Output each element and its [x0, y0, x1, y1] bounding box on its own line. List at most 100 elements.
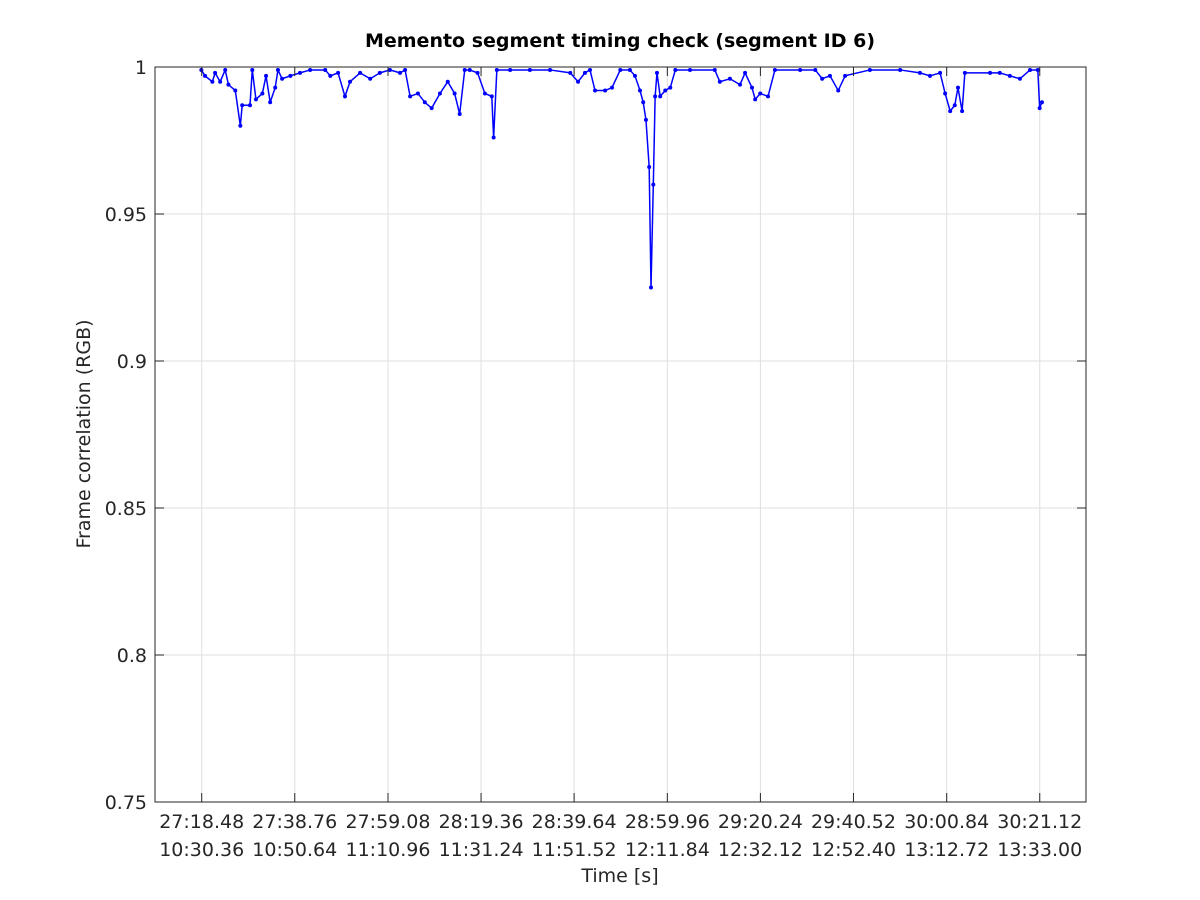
data-point	[336, 70, 341, 75]
data-point	[962, 70, 967, 75]
chart-title: Memento segment timing check (segment ID…	[365, 30, 875, 52]
x-tick-label: 27:18.48 10:30.36	[159, 811, 244, 861]
x-tick-label: 30:21.12 13:33.00	[997, 811, 1082, 861]
data-point	[717, 79, 722, 84]
data-point	[218, 79, 223, 84]
data-point	[1037, 106, 1042, 111]
data-point	[627, 67, 632, 72]
data-point	[475, 70, 480, 75]
data-point	[1017, 76, 1022, 81]
data-point	[927, 73, 932, 78]
data-point	[445, 79, 450, 84]
data-point	[649, 285, 654, 290]
plot-area	[155, 67, 1086, 802]
y-tick-label: 0.95	[105, 204, 147, 226]
data-point	[638, 88, 643, 93]
data-point	[688, 67, 693, 72]
x-tick-label-line: 30:21.12	[997, 811, 1082, 833]
data-point	[952, 103, 957, 108]
data-point	[758, 91, 763, 96]
axes-box	[154, 66, 1087, 803]
data-point	[658, 94, 663, 99]
data-point	[743, 70, 748, 75]
y-axis-label: Frame correlation (RGB)	[73, 319, 95, 548]
x-tick-label-line: 10:50.64	[252, 839, 337, 861]
data-point	[943, 91, 948, 96]
data-point	[377, 70, 382, 75]
data-point	[653, 94, 658, 99]
data-point	[273, 85, 278, 90]
x-tick-label: 28:39.64 11:51.52	[532, 811, 617, 861]
data-point	[867, 67, 872, 72]
data-point	[264, 73, 269, 78]
data-point	[203, 73, 208, 78]
data-point	[527, 67, 532, 72]
data-point	[288, 73, 293, 78]
x-tick-label: 30:00.84 13:12.72	[904, 811, 989, 861]
data-point	[568, 70, 573, 75]
data-point	[668, 85, 673, 90]
data-point	[647, 164, 652, 169]
data-point	[226, 82, 231, 87]
data-point	[398, 70, 403, 75]
data-point	[358, 70, 363, 75]
data-point	[593, 88, 598, 93]
y-tick-label: 0.75	[105, 792, 147, 814]
data-point	[654, 70, 659, 75]
data-point	[260, 91, 265, 96]
data-point	[494, 67, 499, 72]
data-point	[508, 67, 513, 72]
data-point	[240, 103, 245, 108]
data-point	[1028, 67, 1033, 72]
data-point	[651, 182, 656, 187]
data-point	[618, 67, 623, 72]
data-point	[587, 67, 592, 72]
data-point	[467, 67, 472, 72]
data-point	[603, 88, 608, 93]
data-point	[766, 94, 771, 99]
data-point	[482, 91, 487, 96]
data-point	[452, 91, 457, 96]
data-point	[1007, 73, 1012, 78]
data-point	[917, 70, 922, 75]
data-point	[1039, 100, 1044, 105]
x-tick-label: 28:19.36 11:31.24	[439, 811, 524, 861]
data-point	[610, 85, 615, 90]
data-point	[210, 79, 215, 84]
data-point	[988, 70, 993, 75]
data-point	[403, 67, 408, 72]
data-point	[308, 67, 313, 72]
data-point	[491, 135, 496, 140]
data-point	[238, 123, 243, 128]
data-point	[297, 70, 302, 75]
x-tick-label-line: 13:12.72	[904, 839, 989, 861]
data-point	[275, 67, 280, 72]
x-tick-label-line: 27:38.76	[252, 811, 337, 833]
data-point	[663, 88, 668, 93]
data-point	[712, 67, 717, 72]
data-point	[632, 73, 637, 78]
data-point	[408, 94, 413, 99]
data-point	[827, 73, 832, 78]
x-tick-label-line: 13:33.00	[997, 839, 1082, 861]
data-point	[938, 70, 943, 75]
data-point	[280, 76, 285, 81]
x-tick-label-line: 29:40.52	[811, 811, 896, 833]
x-tick-label-line: 11:10.96	[346, 839, 431, 861]
data-point	[247, 103, 252, 108]
y-tick-label: 0.85	[105, 498, 147, 520]
y-tick-label: 0.8	[117, 645, 147, 667]
data-point	[836, 88, 841, 93]
x-tick-label-line: 12:32.12	[718, 839, 803, 861]
data-point	[323, 67, 328, 72]
data-point	[387, 67, 392, 72]
x-tick-label-line: 12:52.40	[811, 839, 896, 861]
x-tick-label-line: 12:11.84	[625, 839, 710, 861]
x-axis-label: Time [s]	[580, 865, 658, 887]
data-point	[328, 73, 333, 78]
x-tick-label-line: 28:39.64	[532, 811, 617, 833]
data-point	[948, 109, 953, 114]
x-tick-label-line: 28:59.96	[625, 811, 710, 833]
data-point	[955, 85, 960, 90]
